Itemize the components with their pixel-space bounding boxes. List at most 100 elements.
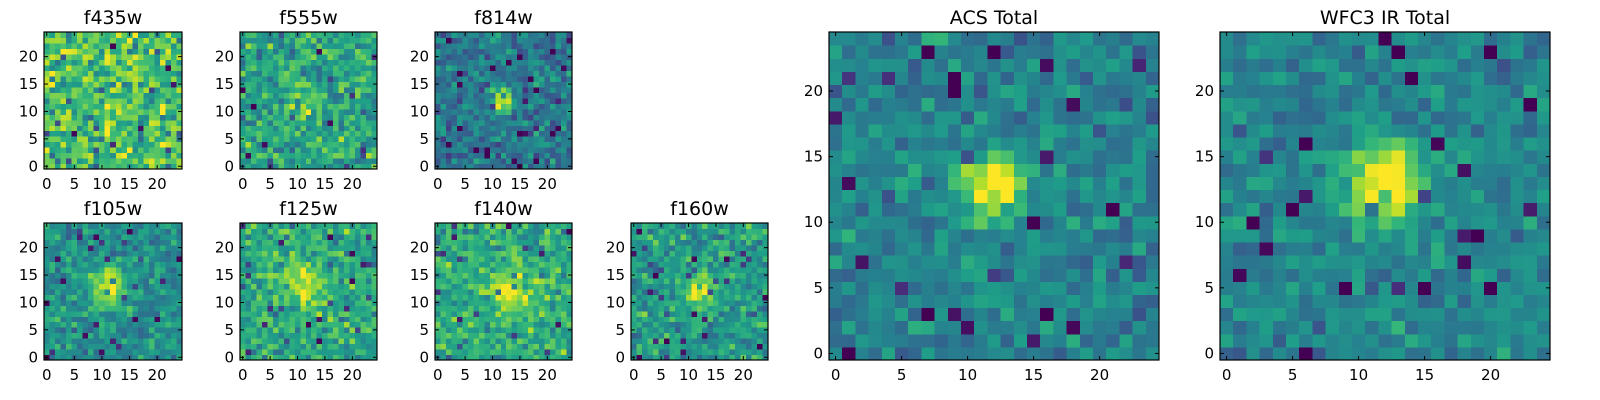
pixel-cell [60,114,67,121]
pixel-cell [93,75,100,82]
pixel-cell [641,239,649,246]
pixel-cell [176,250,183,257]
pixel-cell [360,32,367,39]
pixel-cell [658,283,665,290]
pixel-cell [829,228,843,243]
pixel-cell [511,349,518,356]
pixel-cell [517,244,524,251]
pixel-cell [1132,320,1147,335]
pixel-cell [99,130,106,137]
pixel-cell [126,343,133,350]
pixel-cell [71,233,78,241]
pixel-cell [658,343,665,350]
pixel-cell [707,327,714,334]
pixel-cell [735,277,742,284]
pixel-cell [349,152,356,159]
pixel-cell [77,239,84,246]
pixel-cell [316,223,323,230]
pixel-cell [267,53,274,60]
pixel-cell [99,92,106,99]
pixel-cell [489,239,496,246]
pixel-cell [696,310,703,317]
pixel-cell [961,255,975,269]
pixel-cell [99,125,106,132]
pixel-cell [500,299,507,306]
pixel-cell [500,266,507,273]
image-cells [240,32,378,170]
pixel-cell [495,48,502,55]
pixel-cell [561,349,568,356]
pixel-cell [473,48,480,55]
pixel-cell [322,294,329,301]
pixel-cell [1119,241,1134,256]
pixel-cell [366,299,373,306]
pixel-cell [261,48,268,55]
pixel-cell [154,152,161,159]
pixel-cell [371,48,378,55]
pixel-cell [278,125,285,132]
pixel-cell [44,266,51,273]
pixel-cell [696,354,703,361]
pixel-cell [300,338,307,345]
pixel-cell [539,114,546,121]
pixel-cell [256,250,263,257]
pixel-cell [159,53,167,60]
pixel-cell [272,136,279,143]
pixel-cell [132,64,139,71]
pixel-cell [555,92,562,99]
pixel-cell [881,241,896,256]
pixel-cell [250,244,258,251]
pixel-cell [440,32,447,39]
pixel-cell [440,327,447,334]
pixel-cell [311,81,318,88]
pixel-cell [746,294,753,301]
pixel-cell [289,81,296,88]
pixel-cell [99,338,106,345]
pixel-cell [528,103,535,110]
pixel-cell [294,108,301,115]
pixel-cell [445,283,453,290]
pixel-cell [636,288,643,295]
pixel-cell [652,354,659,361]
pixel-cell [44,332,51,339]
pixel-cell [669,277,676,284]
pixel-cell [528,343,535,350]
pixel-cell [93,48,100,55]
pixel-cell [522,250,529,257]
pixel-cell [522,152,529,159]
pixel-cell [934,281,949,295]
pixel-cell [71,125,78,132]
pixel-cell [506,288,513,295]
pixel-cell [137,343,144,350]
pixel-cell [137,288,144,295]
pixel-cell [1040,281,1054,295]
pixel-cell [77,108,84,115]
pixel-cell [451,266,458,273]
pixel-cell [473,255,480,262]
pixel-cell [842,255,856,269]
pixel-cell [338,97,345,104]
pixel-cell [533,59,540,66]
pixel-cell [746,244,753,251]
pixel-cell [1053,241,1068,256]
pixel-cell [746,223,753,230]
pixel-cell [517,349,524,356]
y-tick-label: 15 [19,266,38,284]
pixel-cell [66,277,73,284]
pixel-cell [473,233,480,241]
pixel-cell [137,239,144,246]
pixel-cell [143,288,150,295]
pixel-cell [272,130,279,137]
pixel-cell [987,202,1002,217]
pixel-cell [88,97,95,104]
pixel-cell [735,233,742,241]
pixel-cell [360,343,367,350]
pixel-cell [561,158,568,165]
pixel-cell [294,37,301,44]
pixel-cell [658,299,665,306]
pixel-cell [908,189,922,204]
pixel-cell [740,266,747,273]
pixel-cell [908,346,922,361]
pixel-cell [511,305,518,312]
pixel-cell [355,37,362,44]
